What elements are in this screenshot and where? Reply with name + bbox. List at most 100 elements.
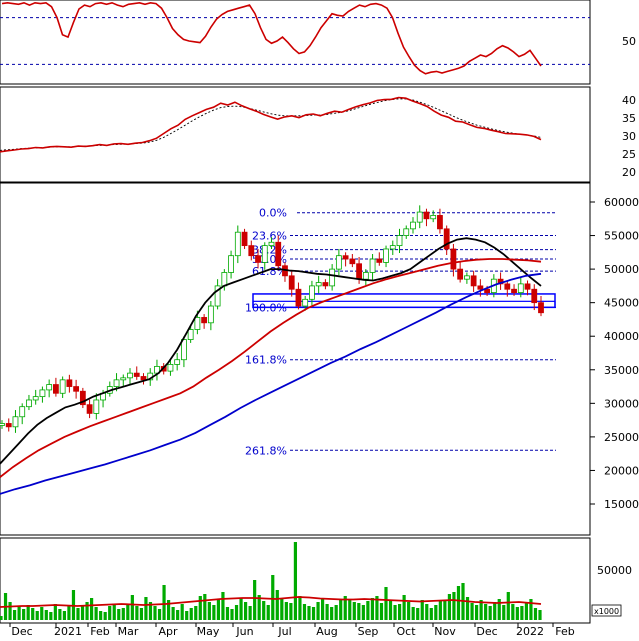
candle-body-9 <box>59 379 66 394</box>
candle-body-67 <box>450 248 457 270</box>
volume-bar-111 <box>502 605 506 620</box>
volume-bar-19 <box>85 602 89 620</box>
x-tick-label-12: Dec <box>476 625 497 637</box>
candle-body-63 <box>423 211 430 220</box>
volume-bar-76 <box>343 596 347 620</box>
volume-bar-18 <box>80 606 85 620</box>
volume-bar-112 <box>506 592 510 620</box>
candle-body-57 <box>383 248 389 263</box>
x-tick-label-9: Sep <box>358 625 379 637</box>
volume-bar-63 <box>284 602 288 620</box>
volume-layer <box>0 542 542 620</box>
volume-bar-36 <box>162 585 166 620</box>
volume-unit-box <box>591 604 622 617</box>
candle-body-29 <box>194 317 201 330</box>
volume-bar-15 <box>67 605 71 620</box>
volume-bar-85 <box>384 587 388 620</box>
candle-body-50 <box>335 255 342 270</box>
candle-body-46 <box>309 285 315 300</box>
candle-body-77 <box>517 283 524 293</box>
volume-bar-10 <box>44 610 48 620</box>
price-layer: 0.0%23.6%38.2%50.0%61.8%100.0%161.8%261.… <box>0 205 556 495</box>
volume-bar-38 <box>171 607 175 620</box>
volume-bar-87 <box>393 605 397 620</box>
candle-body-1 <box>5 423 12 428</box>
candle-body-71 <box>477 285 484 290</box>
volume-bar-27 <box>121 608 125 620</box>
volume-bar-98 <box>443 600 447 620</box>
volume-bar-66 <box>298 596 302 620</box>
stochastic-panel <box>0 0 591 85</box>
volume-bar-62 <box>280 598 284 620</box>
volume-bar-71 <box>320 598 325 620</box>
volume-bar-113 <box>511 604 515 620</box>
candle-body-27 <box>181 339 187 361</box>
volume-bar-2 <box>8 602 12 620</box>
volume-bar-50 <box>225 607 230 620</box>
rsi-layer <box>0 96 542 153</box>
volume-bar-92 <box>416 608 420 620</box>
volume-bar-43 <box>194 606 198 620</box>
moving-average-line-2 <box>0 272 542 495</box>
candle-body-7 <box>46 384 53 391</box>
candle-body-12 <box>79 390 86 406</box>
volume-bar-46 <box>207 602 211 620</box>
volume-bar-108 <box>488 606 492 620</box>
volume-bar-29 <box>130 595 134 620</box>
candle-body-53 <box>356 263 362 280</box>
volume-bar-107 <box>484 604 488 620</box>
volume-bar-42 <box>189 608 193 620</box>
volume-bar-39 <box>176 610 180 620</box>
price-tick-label-2: 50000 <box>604 263 639 276</box>
volume-bar-7 <box>31 608 35 620</box>
x-tick-label-1: 2021 <box>54 625 82 637</box>
candle-body-41 <box>275 241 282 267</box>
volume-bar-84 <box>379 603 384 620</box>
volume-bar-40 <box>180 604 184 620</box>
stoch-tick-label-0: 50 <box>622 35 636 48</box>
x-tick-label-6: Jun <box>235 625 253 637</box>
candle-body-48 <box>322 282 329 287</box>
candle-body-14 <box>93 399 100 414</box>
volume-bar-45 <box>203 594 207 620</box>
price-tick-label-1: 55000 <box>604 230 639 243</box>
moving-average-line-1 <box>0 258 542 478</box>
candle-body-8 <box>53 384 59 394</box>
volume-bar-20 <box>89 598 94 620</box>
candle-body-17 <box>113 379 120 387</box>
candle-body-39 <box>261 245 268 263</box>
candle-body-21 <box>140 376 147 381</box>
volume-bar-47 <box>212 605 216 620</box>
volume-bar-101 <box>456 586 461 620</box>
volume-bar-13 <box>58 609 62 620</box>
volume-bar-96 <box>434 605 438 620</box>
volume-bar-11 <box>49 612 53 620</box>
volume-unit-label: x1000 <box>594 607 619 616</box>
candle-body-32 <box>214 285 221 307</box>
fib-label-1: 23.6% <box>252 230 287 243</box>
price-panel <box>0 182 591 536</box>
candle-body-69 <box>463 275 470 280</box>
volume-bar-61 <box>275 590 279 620</box>
x-tick-label-2: Feb <box>90 625 109 637</box>
candle-body-6 <box>39 389 46 398</box>
rsi-tick-label-4: 20 <box>622 166 636 179</box>
rsi-panel <box>0 86 591 183</box>
price-tick-label-3: 45000 <box>604 297 639 310</box>
volume-bar-60 <box>271 575 275 620</box>
candle-body-45 <box>302 298 309 307</box>
stoch-line <box>1 1 542 75</box>
volume-bar-115 <box>520 606 524 620</box>
candle-body-79 <box>531 288 538 304</box>
volume-bar-3 <box>12 610 17 620</box>
volume-bar-80 <box>361 605 365 620</box>
support-zone-inner-box <box>252 300 556 308</box>
candle-body-18 <box>120 377 127 381</box>
volume-bar-17 <box>76 608 80 620</box>
volume-bar-79 <box>357 603 361 620</box>
volume-bar-25 <box>112 604 116 620</box>
candle-body-31 <box>207 305 214 324</box>
fib-label-4: 61.8% <box>252 265 287 278</box>
candle-body-51 <box>342 255 349 260</box>
